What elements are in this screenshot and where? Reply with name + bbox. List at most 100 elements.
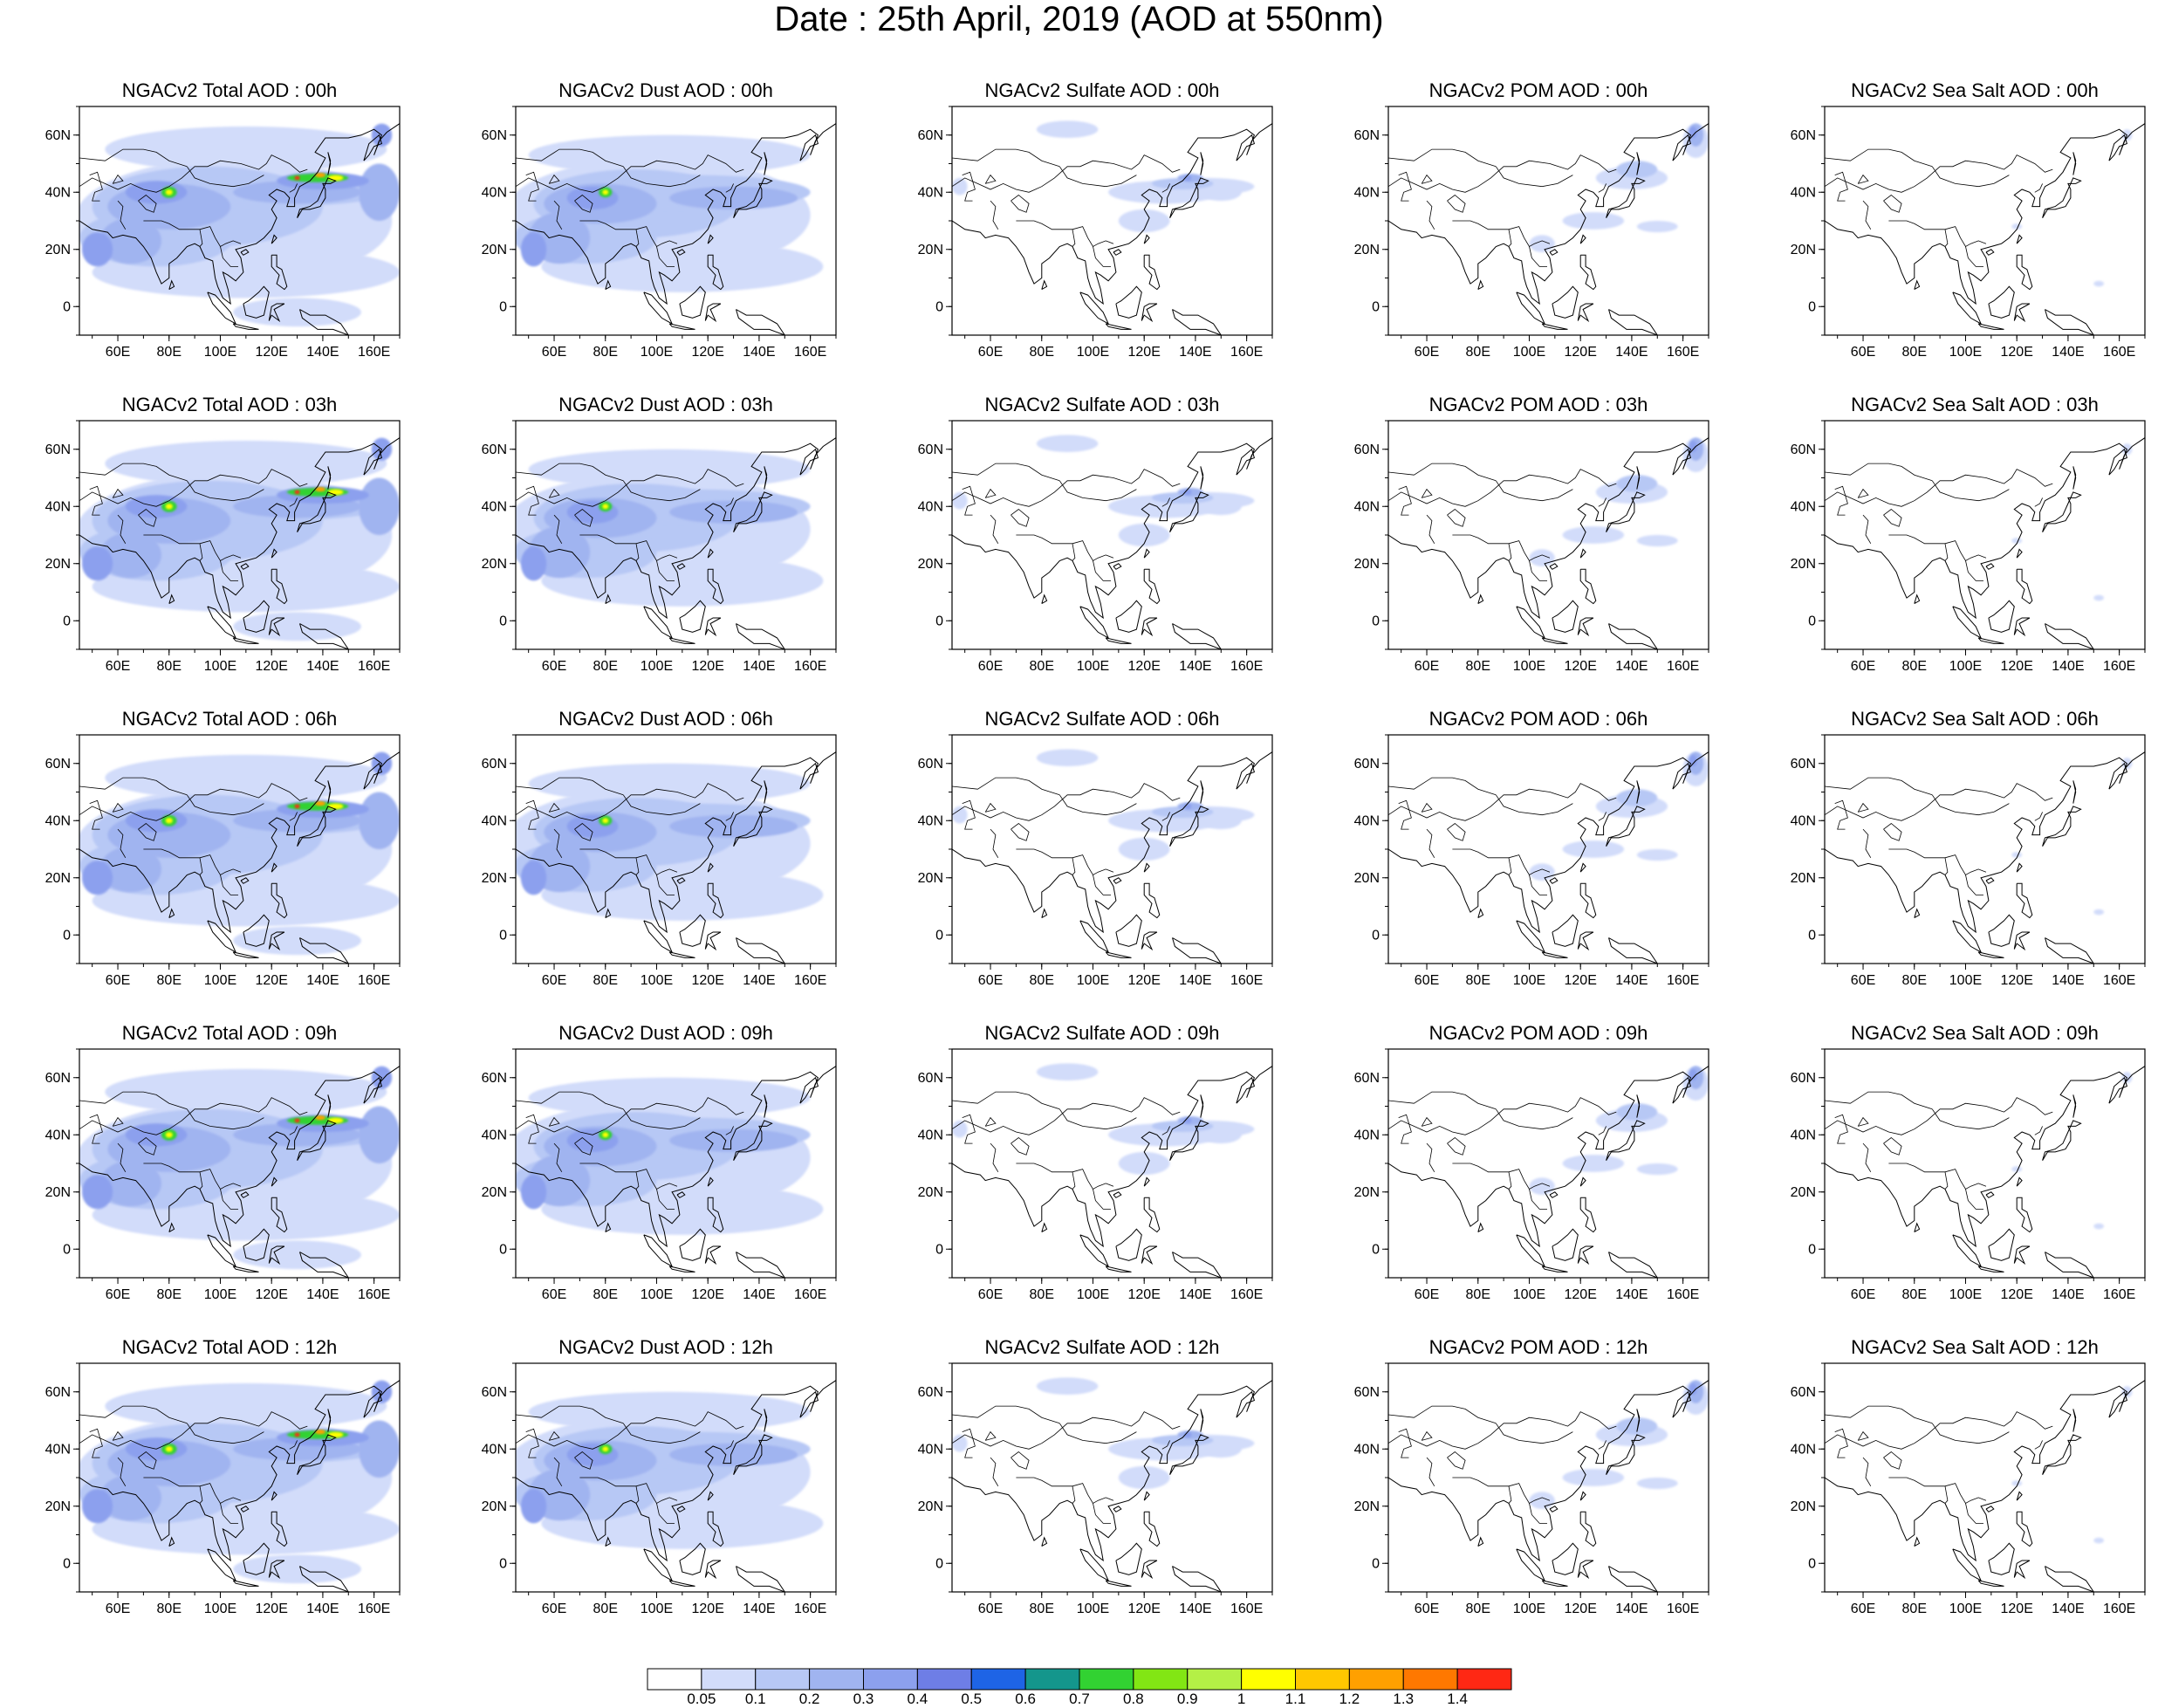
border-line [1888,1477,1961,1495]
coastline [1388,751,1709,934]
aod-field [79,437,400,641]
coastline [271,882,288,919]
coastline [1952,920,1983,954]
border-line [79,777,188,796]
lon-tick-label: 100E [1077,1287,1109,1302]
coastline [271,548,277,559]
border-line [579,534,652,552]
border-line [1862,1457,1872,1487]
border-line [1598,812,1607,821]
coastline [1143,1511,1161,1547]
lat-tick-label: 20N [482,871,507,886]
border-line [79,469,308,507]
lat-tick-label: 60N [45,1385,71,1400]
lat-tick-label: 60N [918,1385,943,1400]
border-line [1883,822,1902,841]
coastline [363,134,383,161]
coastlines [1825,751,2145,964]
coastline [676,877,686,884]
border-line [186,1108,264,1130]
coastline [1141,1560,1158,1580]
border-line [143,220,216,238]
lon-tick-label: 80E [593,345,618,360]
border-line [1862,828,1872,859]
border-line [1965,246,1983,267]
lon-tick-label: 120E [256,1602,288,1616]
coastline [516,1380,836,1562]
lon-tick-label: 160E [794,973,826,988]
coastline [1985,877,1995,884]
colorbar-swatch [1456,1668,1512,1691]
border-line [525,1114,539,1144]
lon-tick-label: 80E [1030,1287,1054,1302]
lon-tick-label: 100E [1949,973,1982,988]
coastline [1105,323,1132,330]
coastline [2042,1434,2082,1475]
aod-patch [1036,1063,1099,1081]
border-line [220,246,238,267]
lat-tick-label: 0 [1808,1242,1816,1257]
coastline [240,563,250,570]
aod-patch [1036,1377,1099,1396]
lat-tick-label: 40N [482,1442,507,1457]
coastline [764,466,768,490]
border-line [89,485,103,516]
coastline [1579,1197,1597,1233]
map-panel-sea-salt-aod-1: NGACv2 Sea Salt AOD : 03h 60E 80E 100E 120E 1… [1787,394,2158,709]
coastline [232,637,259,644]
coastline [1914,1536,1921,1547]
aod-patch [528,1077,811,1118]
border-line [1447,1451,1466,1470]
plot-background [1825,735,2145,964]
border-line [1447,1136,1466,1156]
border-line [962,171,976,202]
coastline [1825,123,2145,305]
border-line [725,1440,734,1450]
map-panel-sulfate-aod-2: NGACv2 Sulfate AOD : 06h 60E 80E 100E 120E 14… [915,709,1290,1023]
aod-patch [1616,1103,1658,1121]
border-line [635,229,640,247]
coastline [1169,177,1209,218]
coastline [79,1380,400,1562]
aod-patch [1200,1440,1242,1458]
border-line [1960,1180,1987,1190]
coastline [1914,279,1921,291]
plot-background [1388,106,1709,335]
coastline [764,1409,768,1432]
coastline [799,762,819,790]
coastline [1041,1536,1048,1547]
lat-tick-label: 0 [499,614,507,628]
border-line [1093,1189,1111,1210]
aod-patch [952,806,968,824]
map-plot: 60E 80E 100E 120E 140E 160E 60N 40N 20N 0 [1791,734,2146,988]
coastline [268,617,285,637]
lon-tick-label: 100E [1949,1602,1982,1616]
lon-tick-label: 120E [1565,345,1597,360]
aod-patch [99,1160,161,1207]
aod-patch [2093,1537,2105,1544]
coastline [1113,877,1122,884]
lon-tick-label: 140E [2052,1602,2084,1616]
coastline [1143,1197,1161,1233]
coastline [2016,1197,2033,1233]
border-line [548,802,560,813]
map-plot: 60E 80E 100E 120E 140E 160E 60N 40N 20N 0 [482,734,837,988]
coastline [2016,1491,2023,1501]
border-line [1862,514,1872,545]
map-plot: 60E 80E 100E 120E 140E 160E 60N 40N 20N 0 [918,1362,1273,1616]
lat-tick-label: 40N [918,813,943,828]
coastlines [1388,123,1709,335]
border-line [1960,552,1987,562]
lon-tick-label: 100E [1949,659,1982,674]
lon-tick-label: 120E [256,973,288,988]
lat-tick-label: 20N [45,1499,71,1514]
aod-patch [1183,175,1192,182]
border-line [1058,1108,1137,1130]
map-panel-sulfate-aod-0: NGACv2 Sulfate AOD : 00h 60E 80E 100E 120E 14… [915,80,1290,394]
colorbar-label: 1.4 [1447,1691,1468,1705]
plot-background [952,1363,1272,1592]
coastline [363,762,383,790]
lat-tick-label: 20N [1791,1499,1816,1514]
border-line [1857,802,1869,813]
coastline [733,806,773,847]
